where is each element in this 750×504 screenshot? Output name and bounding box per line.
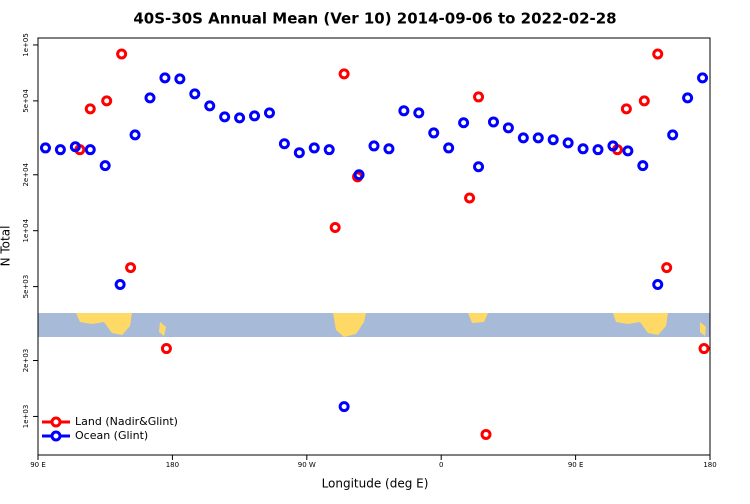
- x-axis-label: Longitude (deg E): [322, 477, 429, 491]
- x-tick-label: 90 E: [568, 461, 584, 469]
- data-point: [338, 401, 350, 413]
- y-tick-label: 5e+04: [22, 89, 30, 113]
- data-point: [637, 160, 649, 172]
- data-point: [464, 192, 476, 204]
- data-point: [682, 92, 694, 104]
- x-tick-label: 180: [703, 461, 716, 469]
- data-point: [620, 103, 632, 115]
- data-point: [160, 343, 172, 355]
- data-point: [329, 222, 341, 234]
- data-point: [101, 95, 113, 107]
- data-point: [697, 72, 709, 84]
- data-point: [84, 144, 96, 156]
- data-point: [652, 48, 664, 60]
- data-point: [502, 122, 514, 134]
- data-point: [368, 140, 380, 152]
- data-point: [338, 68, 350, 80]
- legend-marker: [50, 430, 62, 442]
- data-point: [638, 95, 650, 107]
- data-point: [263, 107, 275, 119]
- data-point: [219, 111, 231, 123]
- y-tick-label: 1e+04: [22, 218, 30, 242]
- data-point: [622, 145, 634, 157]
- data-point: [174, 73, 186, 85]
- data-point: [114, 279, 126, 291]
- data-point: [532, 132, 544, 144]
- data-point: [129, 129, 141, 141]
- y-tick-label: 2e+03: [22, 349, 30, 373]
- data-point: [353, 169, 365, 181]
- data-point: [517, 132, 529, 144]
- y-tick-label: 1e+05: [22, 33, 30, 57]
- data-point: [562, 137, 574, 149]
- data-point: [428, 127, 440, 139]
- y-tick-label: 5e+03: [22, 275, 30, 299]
- map-strip: [38, 313, 710, 337]
- data-point: [116, 48, 128, 60]
- x-tick-label: 0: [439, 461, 443, 469]
- data-point: [159, 72, 171, 84]
- data-point: [249, 110, 261, 122]
- y-axis-label: N Total: [0, 226, 13, 267]
- data-point: [125, 262, 137, 274]
- data-point: [458, 117, 470, 129]
- data-point: [473, 161, 485, 173]
- data-point: [398, 105, 410, 117]
- data-point: [234, 112, 246, 124]
- data-point: [84, 103, 96, 115]
- data-point: [293, 147, 305, 159]
- chart-title: 40S-30S Annual Mean (Ver 10) 2014-09-06 …: [133, 10, 616, 28]
- data-point: [661, 262, 673, 274]
- x-tick-label: 90 E: [30, 461, 46, 469]
- data-point: [667, 129, 679, 141]
- data-point: [39, 142, 51, 154]
- legend-marker: [50, 416, 62, 428]
- data-point: [443, 142, 455, 154]
- data-point: [480, 428, 492, 440]
- data-point: [473, 91, 485, 103]
- legend-label: Land (Nadir&Glint): [75, 415, 178, 428]
- data-point: [413, 107, 425, 119]
- plot-frame: [37, 37, 711, 456]
- x-tick-label: 90 W: [298, 461, 316, 469]
- data-point: [308, 142, 320, 154]
- data-point: [204, 100, 216, 112]
- y-tick-label: 2e+04: [22, 162, 30, 186]
- y-tick-label: 1e+03: [22, 405, 30, 429]
- data-point: [189, 88, 201, 100]
- data-point: [607, 140, 619, 152]
- data-point: [54, 144, 66, 156]
- data-point: [577, 143, 589, 155]
- data-point: [144, 92, 156, 104]
- data-point: [323, 144, 335, 156]
- data-point: [487, 116, 499, 128]
- legend-label: Ocean (Glint): [75, 429, 148, 442]
- data-point: [592, 144, 604, 156]
- data-point: [99, 160, 111, 172]
- data-point: [698, 343, 710, 355]
- data-point: [547, 134, 559, 146]
- data-point: [69, 141, 81, 153]
- data-point: [383, 143, 395, 155]
- x-tick-label: 180: [166, 461, 179, 469]
- data-point: [278, 138, 290, 150]
- data-point: [652, 279, 664, 291]
